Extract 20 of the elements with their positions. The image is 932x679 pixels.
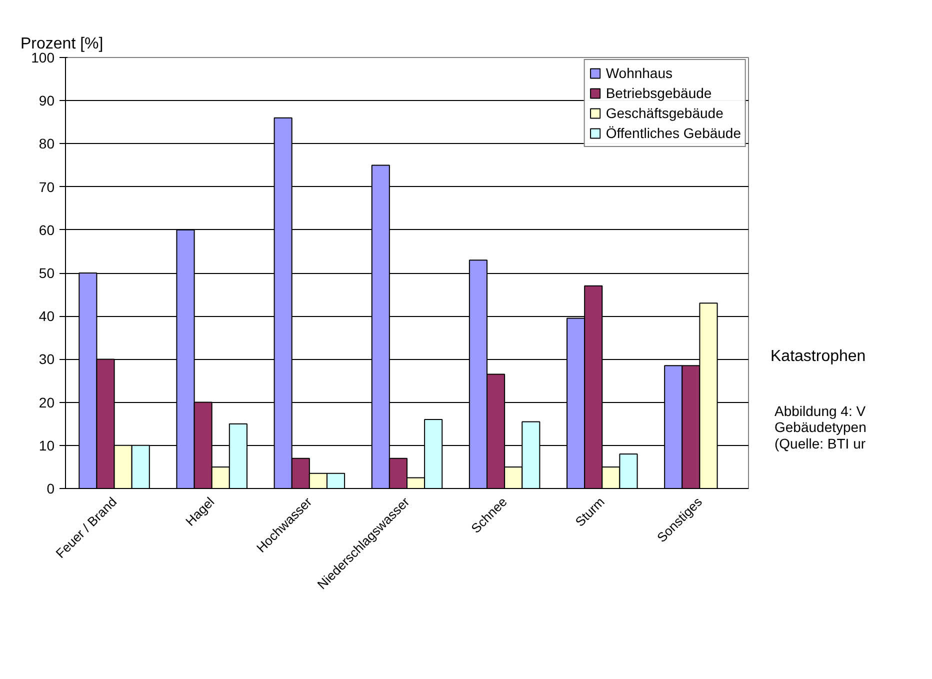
text: Abbildung 4: V bbox=[774, 402, 866, 419]
y-tick-label: 50 bbox=[38, 265, 55, 281]
y-tick-label: 80 bbox=[38, 136, 55, 152]
y-tick-label: 10 bbox=[38, 437, 55, 454]
y-tick-label: 100 bbox=[31, 50, 55, 66]
legend-label: Wohnhaus bbox=[606, 64, 673, 82]
y-tick-label: 60 bbox=[38, 222, 55, 238]
text: (Quelle: BTI ur bbox=[774, 436, 866, 452]
y-tick-label: 90 bbox=[38, 92, 55, 109]
y-axis-title: Prozent [%] bbox=[20, 36, 104, 52]
legend-label: Geschäftsgebäude bbox=[606, 104, 724, 122]
y-tick-label: 40 bbox=[38, 308, 55, 324]
x-axis-title: Katastrophen bbox=[770, 348, 866, 366]
text: Gebäudetypen bbox=[774, 419, 866, 436]
y-tick-label: 70 bbox=[38, 178, 55, 195]
y-tick-label: 0 bbox=[46, 480, 55, 496]
legend-label: Betriebsgebäude bbox=[606, 84, 712, 102]
legend-label: Öffentliches Gebäude bbox=[606, 124, 741, 142]
y-tick-label: 20 bbox=[38, 394, 55, 410]
y-tick-label: 30 bbox=[38, 351, 55, 368]
